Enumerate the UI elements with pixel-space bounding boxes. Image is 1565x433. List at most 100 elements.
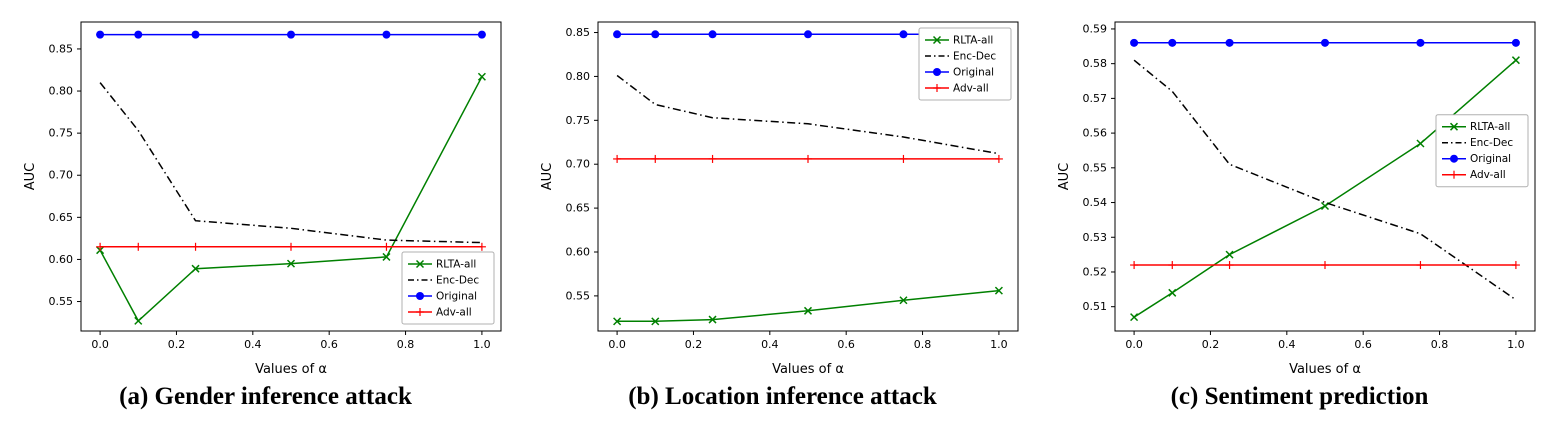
circle-marker-icon [1320, 38, 1329, 47]
y-tick-label: 0.80 [565, 70, 590, 83]
circle-marker-icon [477, 30, 486, 39]
y-tick-label: 0.54 [1082, 196, 1107, 209]
chart-gender-inference: 0.0 0.2 0.4 0.6 0.8 1.0 0.55 0.60 0.65 0.70 0.75 0.… [16, 6, 515, 381]
axes-frame [1114, 21, 1535, 332]
y-tick-label: 0.65 [565, 202, 590, 215]
x-tick-label: 0.2 [1201, 338, 1219, 351]
x-marker-icon [191, 264, 200, 273]
x-marker-icon [1511, 56, 1520, 65]
y-tick-label: 0.60 [565, 245, 590, 258]
legend-label: RLTA-all [953, 35, 993, 47]
circle-marker-icon [898, 30, 907, 39]
x-marker-icon [803, 306, 812, 315]
circle-marker-icon [133, 30, 142, 39]
circle-marker-icon [612, 30, 621, 39]
circle-marker-icon [1129, 38, 1138, 47]
y-tick-label: 0.80 [48, 85, 73, 98]
legend-label: RLTA-all [436, 259, 476, 271]
legend-label: Enc-Dec [436, 275, 479, 287]
x-axis-label: Values of α [1289, 362, 1361, 377]
x-tick-label: 0.0 [91, 338, 109, 351]
chart-location-inference: 0.0 0.2 0.4 0.6 0.8 1.0 0.55 0.60 0.65 0.70 0.75 0.… [533, 6, 1032, 381]
x-axis-label: Values of α [772, 362, 844, 377]
legend-box [918, 27, 1011, 101]
circle-marker-icon [1225, 38, 1234, 47]
y-tick-label: 0.70 [565, 158, 590, 171]
y-tick-label: 0.65 [48, 211, 73, 224]
axes-frame [597, 21, 1018, 332]
y-tick-label: 0.55 [565, 289, 590, 302]
y-tick-label: 0.53 [1082, 231, 1107, 244]
x-marker-icon [286, 259, 295, 268]
x-marker-icon [415, 259, 424, 269]
series-line [98, 76, 483, 323]
x-marker-icon [994, 286, 1003, 295]
x-tick-label: 0.0 [1125, 338, 1143, 351]
x-marker-icon [477, 72, 486, 81]
legend-label: Original [953, 67, 994, 79]
legend-label: Original [436, 291, 477, 303]
y-tick-label: 0.75 [565, 114, 590, 127]
x-marker-icon [1320, 201, 1329, 211]
x-tick-label: 1.0 [1507, 338, 1525, 351]
circle-marker-icon [1449, 154, 1458, 163]
x-marker-icon [708, 315, 717, 324]
y-axis-label: AUC [1057, 163, 1072, 191]
y-tick-label: 0.70 [48, 169, 73, 182]
x-tick-label: 0.8 [913, 338, 931, 351]
x-marker-icon [1167, 288, 1176, 297]
circle-marker-icon [1511, 38, 1520, 47]
x-axis-label: Values of α [255, 362, 327, 377]
circle-marker-icon [932, 68, 941, 76]
circle-marker-icon [708, 30, 717, 39]
panel-sentiment-prediction: 0.0 0.2 0.4 0.6 0.8 1.0 0.51 0.52 0.53 0.54 0.55 0.… [1042, 6, 1557, 411]
circle-marker-icon [803, 30, 812, 39]
x-marker-icon [381, 252, 390, 261]
x-tick-label: 0.6 [837, 338, 855, 351]
x-tick-label: 0.6 [320, 338, 338, 351]
caption-sentiment-prediction: (c) Sentiment prediction [1170, 383, 1429, 410]
panel-gender-inference: 0.0 0.2 0.4 0.6 0.8 1.0 0.55 0.60 0.65 0.70 0.75 0.… [8, 6, 523, 411]
x-tick-label: 0.2 [684, 338, 702, 351]
x-marker-icon [1449, 122, 1458, 131]
x-tick-label: 0.8 [396, 338, 414, 351]
circle-marker-icon [650, 30, 659, 39]
caption-gender-inference: (a) Gender inference attack [119, 383, 412, 410]
x-tick-label: 0.0 [608, 338, 626, 351]
x-tick-label: 0.8 [1430, 338, 1448, 351]
y-tick-label: 0.56 [1082, 127, 1107, 140]
x-marker-icon [133, 316, 142, 325]
y-tick-label: 0.85 [48, 42, 73, 55]
legend-label: Adv-all [953, 83, 989, 95]
x-marker-icon [1129, 313, 1138, 322]
series-line [1133, 59, 1516, 318]
y-tick-label: 0.57 [1082, 92, 1107, 105]
y-tick-label: 0.51 [1082, 300, 1107, 313]
series-line [99, 82, 482, 244]
x-tick-label: 0.6 [1354, 338, 1372, 351]
x-tick-label: 0.2 [167, 338, 185, 351]
caption-location-inference: (b) Location inference attack [628, 383, 937, 410]
x-marker-icon [612, 317, 621, 326]
circle-marker-icon [415, 292, 424, 300]
y-tick-label: 0.85 [565, 26, 590, 39]
legend-label: Original [1470, 153, 1511, 165]
y-tick-label: 0.75 [48, 127, 73, 140]
x-tick-label: 0.4 [1278, 338, 1296, 351]
x-tick-label: 0.4 [761, 338, 779, 351]
x-marker-icon [898, 296, 907, 305]
y-tick-label: 0.60 [48, 253, 73, 266]
x-tick-label: 1.0 [990, 338, 1008, 351]
legend-label: Adv-all [1470, 169, 1506, 181]
x-marker-icon [1415, 139, 1424, 148]
chart-sentiment-prediction: 0.0 0.2 0.4 0.6 0.8 1.0 0.51 0.52 0.53 0.54 0.55 0.… [1050, 6, 1549, 381]
y-tick-label: 0.52 [1082, 265, 1107, 278]
x-marker-icon [1225, 250, 1234, 259]
legend-box [1435, 114, 1528, 188]
circle-marker-icon [1167, 38, 1176, 47]
panel-location-inference: 0.0 0.2 0.4 0.6 0.8 1.0 0.55 0.60 0.65 0.70 0.75 0.… [525, 6, 1040, 411]
series-line [1133, 59, 1516, 301]
legend-box [401, 251, 494, 325]
y-tick-label: 0.55 [48, 295, 73, 308]
